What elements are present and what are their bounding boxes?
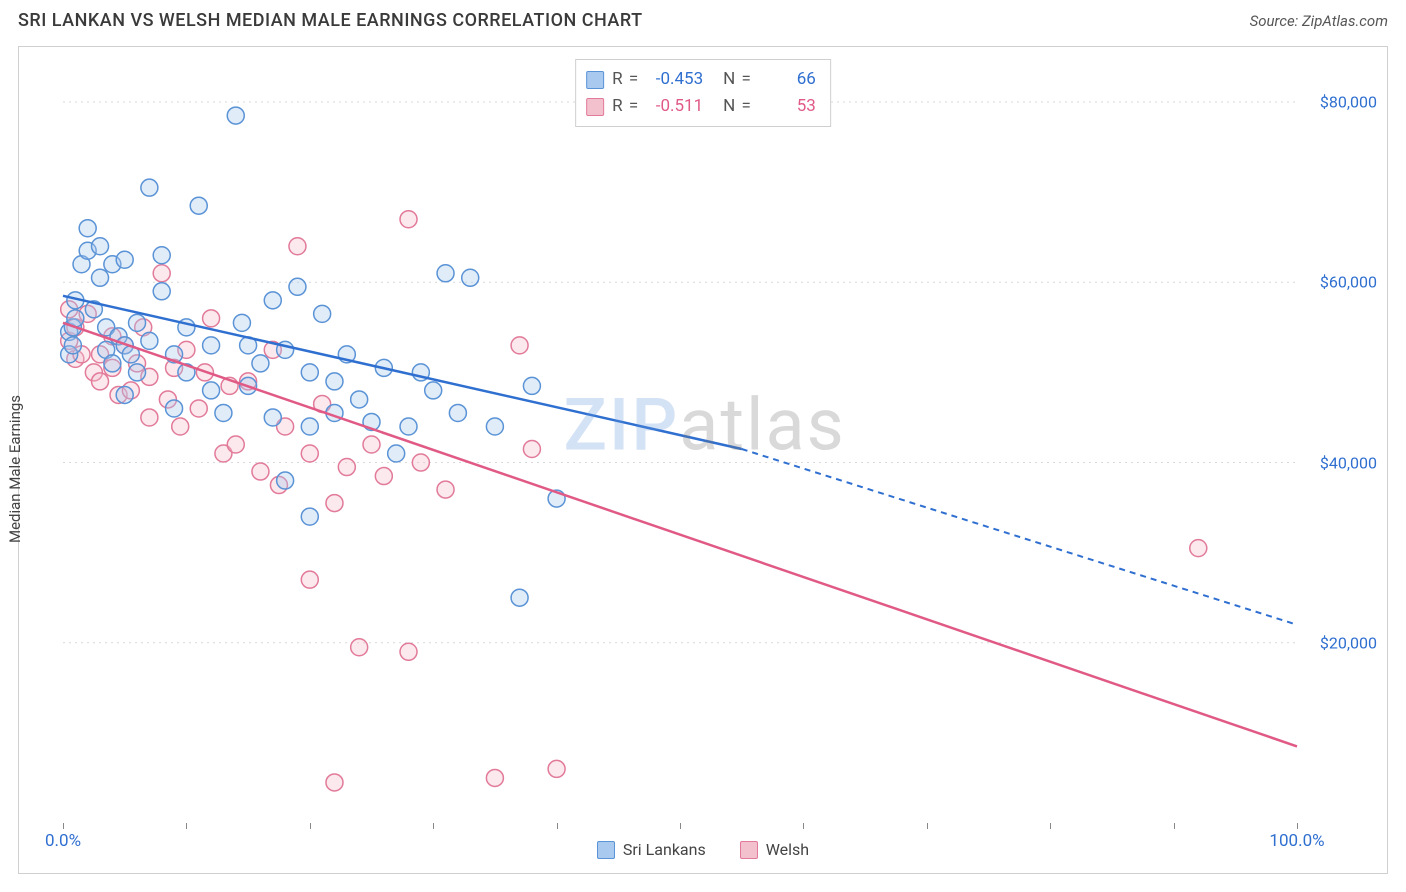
legend-bottom: Sri Lankans Welsh — [19, 840, 1387, 859]
y-tick-label: $80,000 — [1303, 93, 1377, 112]
plot-area: ZIPatlas $20,000$40,000$60,000$80,000 0.… — [63, 57, 1297, 823]
legend-label-welsh: Welsh — [766, 840, 809, 859]
chart-header: SRI LANKAN VS WELSH MEDIAN MALE EARNINGS… — [0, 0, 1406, 35]
stats-row-sri-lankans: R = -0.453 N = 66 — [586, 66, 816, 93]
legend-item-welsh: Welsh — [740, 840, 809, 859]
legend-swatch-sri-lankans — [597, 841, 615, 859]
legend-swatch-welsh — [740, 841, 758, 859]
chart-svg — [63, 57, 1297, 823]
legend-label-sri-lankans: Sri Lankans — [623, 840, 706, 859]
y-tick-label: $20,000 — [1303, 633, 1377, 652]
swatch-sri-lankans — [586, 71, 604, 89]
chart-container: Median Male Earnings ZIPatlas $20,000$40… — [18, 46, 1388, 874]
swatch-welsh — [586, 98, 604, 116]
legend-item-sri-lankans: Sri Lankans — [597, 840, 706, 859]
r-value-welsh: -0.511 — [647, 93, 703, 120]
y-tick-label: $40,000 — [1303, 453, 1377, 472]
n-value-welsh: 53 — [760, 93, 816, 120]
chart-source: Source: ZipAtlas.com — [1250, 12, 1388, 30]
stats-legend: R = -0.453 N = 66 R = -0.511 N = 53 — [575, 59, 831, 127]
r-value-sri-lankans: -0.453 — [647, 66, 703, 93]
y-axis-label: Median Male Earnings — [6, 395, 24, 543]
chart-title: SRI LANKAN VS WELSH MEDIAN MALE EARNINGS… — [18, 10, 643, 31]
n-value-sri-lankans: 66 — [760, 66, 816, 93]
y-tick-label: $60,000 — [1303, 273, 1377, 292]
stats-row-welsh: R = -0.511 N = 53 — [586, 93, 816, 120]
